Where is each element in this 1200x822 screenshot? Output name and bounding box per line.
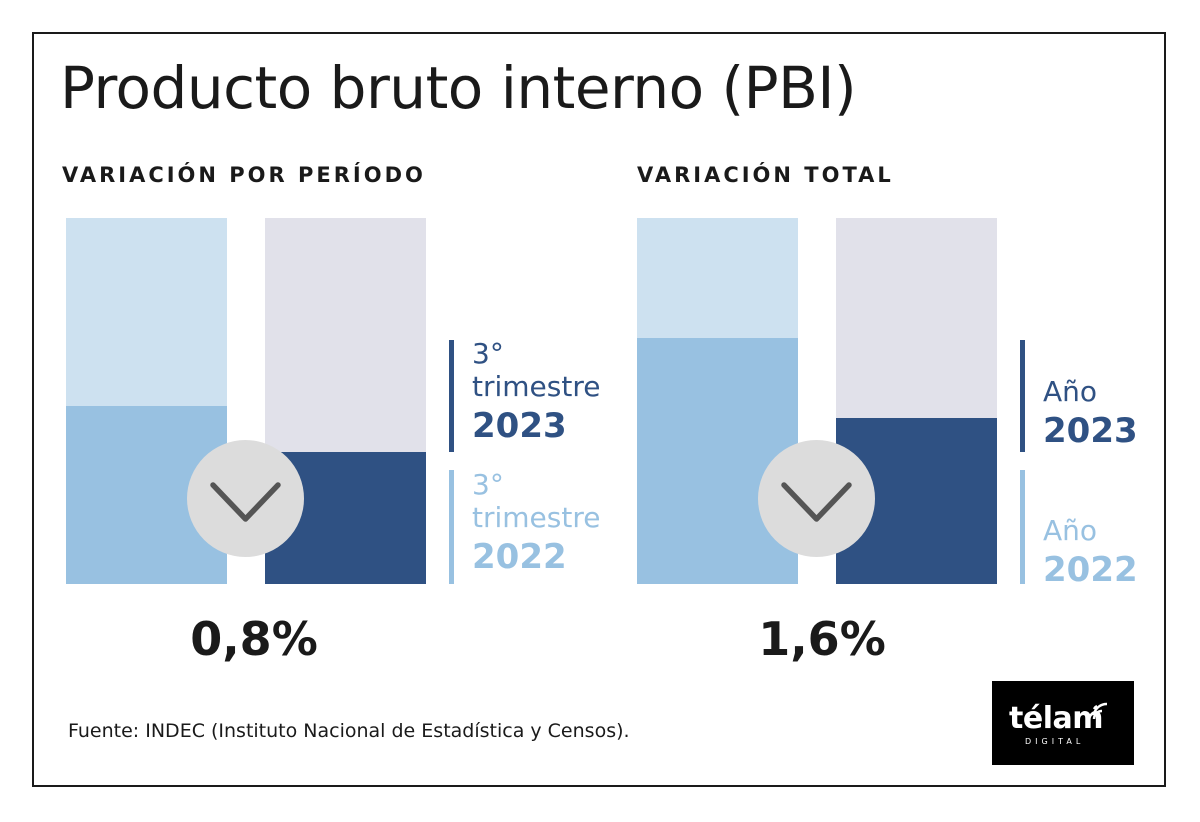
legend-2022-total: Año 2022 [1043,514,1138,593]
bar-2023-period [265,218,426,584]
logo-wordmark: télam [1009,701,1103,736]
chevron-down-icon [187,440,304,557]
signal-icon [1092,702,1108,720]
legend-rule-2023-total [1020,340,1025,452]
legend-2023-total: Año 2023 [1043,375,1138,454]
variation-value-period: 0,8% [190,612,318,666]
legend-2023-period: 3° trimestre 2023 [472,337,622,449]
legend-label: 3° trimestre [472,468,601,534]
legend-year: 2022 [472,537,567,577]
legend-year: 2022 [1043,550,1138,590]
section-title-period: VARIACIÓN POR PERÍODO [62,163,426,187]
section-title-total: VARIACIÓN TOTAL [637,163,894,187]
legend-year: 2023 [1043,411,1138,451]
legend-label: 3° trimestre [472,337,601,403]
telam-logo: télam DIGITAL [992,681,1134,765]
legend-rule-2022-total [1020,470,1025,584]
legend-rule-2022-period [449,470,454,584]
variation-value-total: 1,6% [758,612,886,666]
logo-subtitle: DIGITAL [1025,737,1085,746]
legend-rule-2023-period [449,340,454,452]
legend-year: 2023 [472,406,567,446]
legend-label: Año [1043,375,1098,408]
legend-label: Año [1043,514,1098,547]
page-title: Producto bruto interno (PBI) [60,54,857,122]
legend-2022-period: 3° trimestre 2022 [472,468,622,580]
infographic-frame [32,32,1166,787]
chevron-down-icon [758,440,875,557]
source-note: Fuente: INDEC (Instituto Nacional de Est… [68,720,630,742]
